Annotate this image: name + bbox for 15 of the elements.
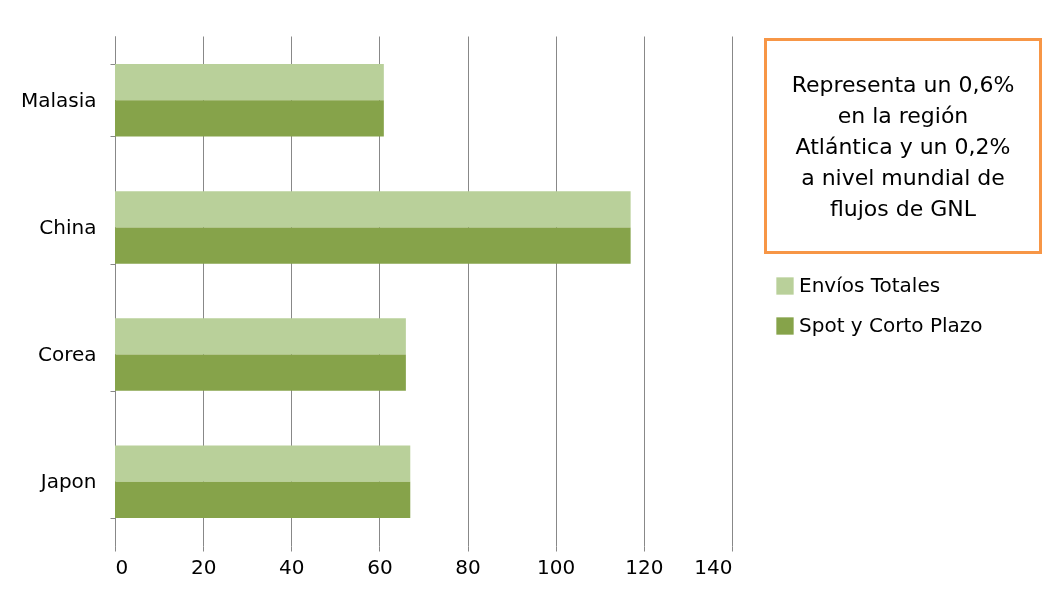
x-tick-label: 40 [279,554,305,579]
x-tick-label: 140 [694,554,733,579]
x-tick-label: 0 [115,554,129,579]
legend-label: Spot y Corto Plazo [799,313,983,337]
x-tick-label: 100 [537,554,576,579]
y-tick-label: Japon [38,469,97,494]
y-tick-label: Corea [37,342,97,367]
x-tick-label: 80 [455,554,481,579]
x-tick-label: 60 [367,554,393,579]
legend-label: Envíos Totales [799,273,941,297]
x-tick-label: 120 [625,554,664,579]
y-tick-label: China [39,214,97,239]
x-tick-label: 20 [190,554,217,579]
y-tick-label: Malasia [20,87,97,112]
text: Representa un 0,6% en la región Atlántica y un 0,2% a nivel mundial de flujos de GNL [764,38,1042,254]
